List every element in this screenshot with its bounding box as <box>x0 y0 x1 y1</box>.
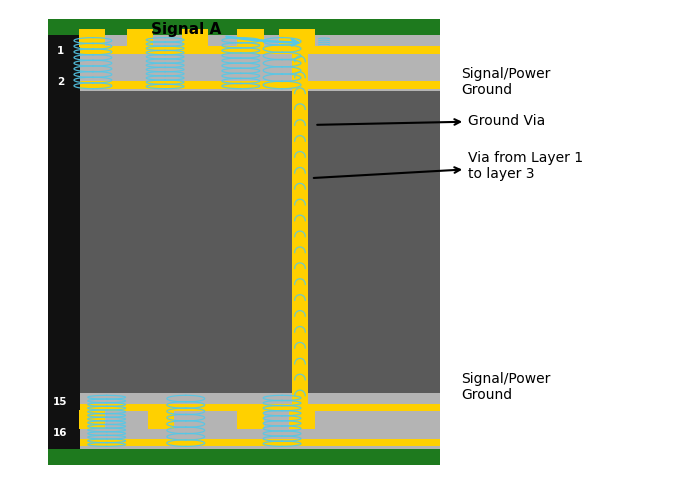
Bar <box>289 410 315 429</box>
Text: Signal/Power
Ground: Signal/Power Ground <box>461 372 550 402</box>
Bar <box>127 29 153 47</box>
Text: Signal/Power
Ground: Signal/Power Ground <box>461 67 550 97</box>
Bar <box>289 29 315 47</box>
Text: 16: 16 <box>53 428 68 438</box>
Bar <box>65 35 440 91</box>
Bar <box>279 29 305 47</box>
Text: Ground Via: Ground Via <box>317 114 545 128</box>
Text: 15: 15 <box>53 397 68 407</box>
Bar <box>80 439 440 446</box>
Bar <box>237 29 264 47</box>
Text: 2: 2 <box>57 77 64 87</box>
Bar <box>182 29 208 47</box>
Text: Via from Layer 1
to layer 3: Via from Layer 1 to layer 3 <box>314 151 583 181</box>
Bar <box>65 91 440 393</box>
Text: 1: 1 <box>57 46 64 56</box>
Bar <box>48 19 440 35</box>
Bar <box>80 46 440 54</box>
Bar <box>79 29 105 47</box>
Bar <box>80 81 440 89</box>
Bar <box>65 35 80 449</box>
Bar <box>65 393 440 449</box>
Bar <box>79 410 105 429</box>
Bar <box>237 410 264 429</box>
Bar <box>80 404 440 411</box>
Bar <box>292 46 308 411</box>
Bar <box>48 449 440 465</box>
Bar <box>48 19 440 465</box>
Text: Signal A: Signal A <box>151 22 298 45</box>
Bar <box>148 410 174 429</box>
